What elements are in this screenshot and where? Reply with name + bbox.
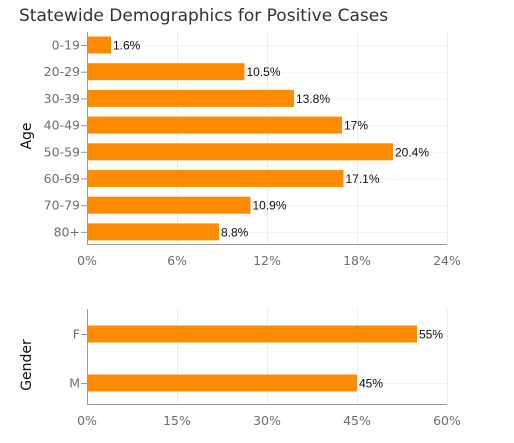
age-x-tick-label: 6% [167,253,187,268]
gender-bar [88,374,357,392]
age-category-label: 30-39 [44,91,80,106]
age-bar [88,196,251,214]
gender-x-tick-label: 30% [253,413,281,428]
age-category-label: 60-69 [44,171,80,186]
gender-axis-title: Gender [19,339,35,391]
gender-x-tick-label: 60% [433,413,461,428]
age-bar [88,36,111,54]
age-category-label: 50-59 [44,144,80,159]
age-bar [88,223,219,241]
gender-value-label: 55% [419,328,443,342]
gender-x-tick-label: 15% [163,413,191,428]
age-value-label: 13.8% [296,92,330,106]
gender-x-tick-label: 45% [343,413,371,428]
age-category-label: 0-19 [52,38,80,53]
age-value-label: 1.6% [113,39,141,53]
age-category-label: 40-49 [44,118,80,133]
gender-x-tick-label: 0% [77,413,97,428]
age-x-tick-label: 12% [253,253,281,268]
age-value-label: 8.8% [221,225,249,239]
gender-category-label: M [69,376,80,391]
gender-bar [88,325,417,343]
gender-category-label: F [73,327,80,342]
age-bar [88,89,294,107]
age-bar [88,116,342,134]
age-bar [88,143,393,161]
age-bar [88,170,344,187]
age-bar [88,63,245,81]
page-title: Statewide Demographics for Positive Case… [19,6,389,26]
age-axis-title: Age [19,122,35,149]
age-x-tick-label: 0% [77,253,97,268]
age-value-label: 20.4% [395,145,429,159]
age-value-label: 17% [344,119,368,133]
age-value-label: 17.1% [346,172,380,186]
age-value-label: 10.9% [253,199,287,213]
age-category-label: 70-79 [44,198,80,213]
age-category-label: 20-29 [44,64,80,79]
age-value-label: 10.5% [247,65,281,79]
age-x-tick-label: 24% [433,253,461,268]
age-x-tick-label: 18% [343,253,371,268]
gender-value-label: 45% [359,377,383,391]
age-category-label: 80+ [54,224,80,239]
